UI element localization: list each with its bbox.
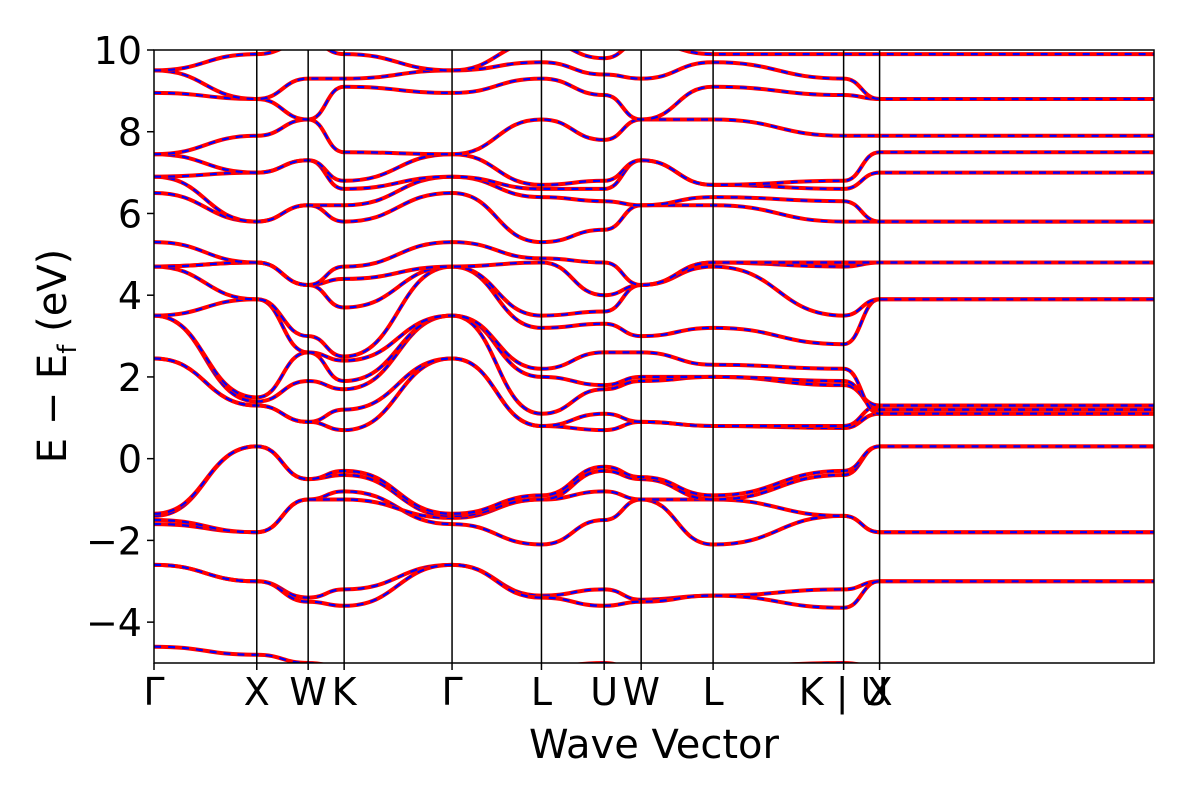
band-line-dashed-15 (154, 240, 1154, 287)
y-tick-label-1: −2 (86, 519, 142, 563)
x-axis-label: Wave Vector (529, 722, 780, 768)
band-line-dashed-2 (154, 563, 1154, 609)
band-line-dashed-12 (154, 265, 1154, 358)
band-line-dashed-11 (154, 298, 1154, 415)
x-tick-label-8: L (703, 670, 724, 714)
x-tick-label-4: Γ (441, 670, 462, 714)
x-tick-label-10: X (867, 670, 893, 714)
x-tick-label-2: W (289, 670, 327, 714)
y-axis-label: E − Ef (eV) (30, 249, 83, 464)
x-tick-label-1: X (244, 670, 270, 714)
y-tick-label-4: 4 (118, 274, 142, 318)
kpoint-lines-group (256, 50, 881, 663)
x-tick-label-7: W (622, 670, 660, 714)
band-line-dashed-4 (154, 490, 1154, 534)
y-ticks-group: −4 −2 0 2 4 6 8 10 (86, 29, 154, 645)
band-line-dashed-1 (154, 563, 1154, 601)
x-tick-label-0: Γ (143, 670, 164, 714)
x-tick-label-6: U (590, 670, 618, 714)
y-axis-label-sub: f (53, 344, 83, 354)
y-tick-label-0: −4 (86, 601, 142, 645)
band-line-dashed-6 (154, 445, 1154, 515)
y-tick-label-5: 6 (118, 192, 142, 236)
band-line-dashed-8 (154, 357, 1154, 428)
y-tick-label-6: 8 (118, 111, 142, 155)
x-tick-label-3: K (332, 670, 358, 714)
y-tick-label-7: 10 (94, 29, 142, 73)
bands-group (154, 50, 1154, 663)
y-tick-label-2: 0 (118, 438, 142, 482)
x-tick-label-5: L (531, 670, 552, 714)
band-line-dashed-23 (154, 50, 1154, 72)
y-tick-label-3: 2 (118, 356, 142, 400)
y-axis-label-unit: (eV) (30, 249, 76, 345)
band-line-dashed-22 (154, 61, 1154, 101)
band-line-dashed-7 (154, 357, 1154, 432)
y-axis-label-main: E − E (30, 354, 76, 464)
x-tick-label-9: K | U (799, 670, 889, 715)
plot-frame (153, 49, 1155, 664)
band-line-dashed-17 (154, 175, 1154, 223)
